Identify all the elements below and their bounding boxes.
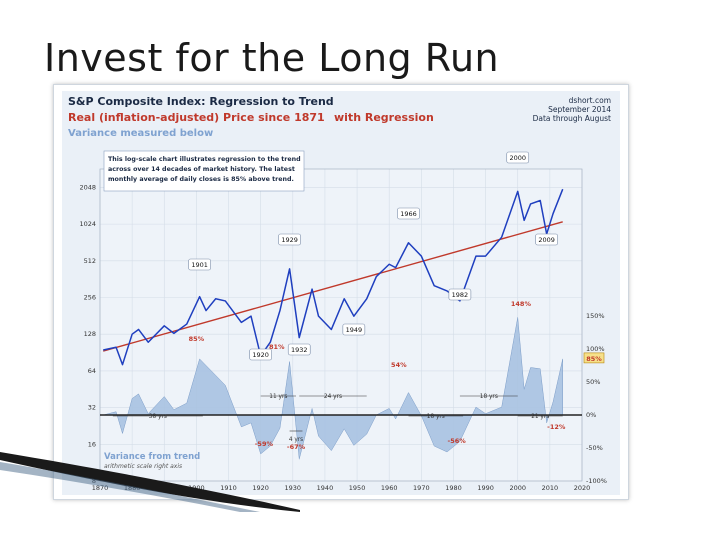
y-tick-label: 256 [84, 294, 96, 302]
callout-box [278, 233, 301, 246]
variance-area [103, 317, 563, 460]
callout-box [448, 288, 472, 301]
latest-badge [583, 352, 605, 364]
y-tick-label: 32 [88, 404, 96, 412]
callout-label: 1932 [291, 346, 308, 354]
right-tick-label: 100% [586, 345, 605, 353]
chart-title: S&P Composite Index: Regression to Trend [68, 95, 334, 108]
x-tick-label: 1940 [317, 484, 334, 492]
right-tick-label: -50% [586, 444, 603, 452]
variance-subtitle: arithmetic scale right axis [104, 463, 182, 470]
span-label: 38 yrs [149, 414, 167, 420]
callout-label: 1949 [346, 326, 363, 334]
right-tick-label: 50% [586, 378, 600, 386]
variance-percent-label: -67% [287, 443, 306, 451]
chart-area: 2048102451225612864321681870188018901900… [62, 91, 620, 495]
callout-label: 2000 [509, 154, 526, 162]
chart-subtitle-suffix: with Regression [334, 111, 434, 124]
span-label: 24 yrs [324, 394, 342, 400]
source-line: dshort.com [569, 96, 611, 105]
chart-svg: 2048102451225612864321681870188018901900… [68, 95, 611, 492]
note-box [103, 150, 305, 192]
callout-label: 1920 [252, 351, 269, 359]
callout-box [397, 207, 420, 220]
x-tick-label: 1950 [349, 484, 366, 492]
variance-percent-label: -56% [448, 437, 467, 445]
y-tick-label: 2048 [79, 183, 96, 191]
callout-label: 1929 [281, 236, 298, 244]
x-tick-label: 1910 [220, 484, 237, 492]
span-label: 11 yrs [269, 394, 287, 400]
y-tick-label: 64 [88, 367, 96, 375]
x-tick-label: 1960 [381, 484, 398, 492]
chart-panel: 2048102451225612864321681870188018901900… [53, 84, 629, 500]
variance-percent-label: -59% [255, 440, 274, 448]
note-line: across over 14 decades of market history… [108, 166, 295, 173]
x-tick-label: 1870 [92, 484, 109, 492]
variance-title: Variance from trend [104, 452, 200, 462]
variance-percent-label: 54% [391, 361, 407, 369]
callout-box [287, 343, 311, 356]
y-tick-label: 16 [88, 440, 96, 448]
note-line: This log-scale chart illustrates regress… [108, 156, 301, 163]
callout-label: 1982 [452, 291, 469, 299]
x-tick-label: 1990 [477, 484, 494, 492]
right-tick-label: -100% [586, 477, 607, 485]
callout-box [506, 151, 530, 164]
span-label: 18 yrs [480, 394, 498, 400]
latest-badge-label: 85% [586, 355, 602, 363]
callout-box [188, 258, 211, 271]
x-tick-label: 1970 [413, 484, 430, 492]
decorative-swoosh [0, 452, 300, 512]
x-tick-label: 2000 [509, 484, 526, 492]
chart-subtitle: Real (inflation-adjusted) Price since 18… [68, 111, 325, 124]
source-line: Data through August [533, 114, 611, 123]
y-tick-label: 512 [84, 257, 96, 265]
x-tick-label: 1930 [285, 484, 302, 492]
price-line [103, 188, 564, 366]
x-tick-label: 2020 [574, 484, 591, 492]
variance-percent-label: 85% [189, 335, 205, 343]
callout-box [342, 323, 366, 336]
callout-label: 1966 [400, 210, 417, 218]
span-label: 4 yrs [289, 437, 303, 443]
slide-title: Invest for the Long Run [44, 36, 500, 80]
callout-box [535, 233, 558, 246]
variance-percent-label: 81% [269, 343, 285, 351]
x-tick-label: 2010 [542, 484, 559, 492]
callout-box [249, 348, 272, 361]
y-tick-label: 128 [84, 330, 96, 338]
note-line: monthly average of daily closes is 85% a… [108, 176, 294, 183]
x-tick-label: 1920 [252, 484, 269, 492]
x-tick-label: 1980 [445, 484, 462, 492]
plot-frame [99, 168, 583, 482]
y-tick-label: 1024 [79, 220, 96, 228]
callout-label: 1901 [191, 261, 208, 269]
variance-percent-label: 148% [511, 300, 532, 308]
variance-percent-label: -12% [547, 423, 566, 431]
source-line: September 2014 [548, 105, 611, 114]
right-tick-label: 150% [586, 312, 605, 320]
chart-subtitle2: Variance measured below [68, 128, 213, 139]
right-tick-label: 0% [586, 411, 596, 419]
span-label: 21 yrs [531, 414, 549, 420]
span-label: 18 yrs [427, 414, 445, 420]
callout-label: 2009 [538, 236, 555, 244]
